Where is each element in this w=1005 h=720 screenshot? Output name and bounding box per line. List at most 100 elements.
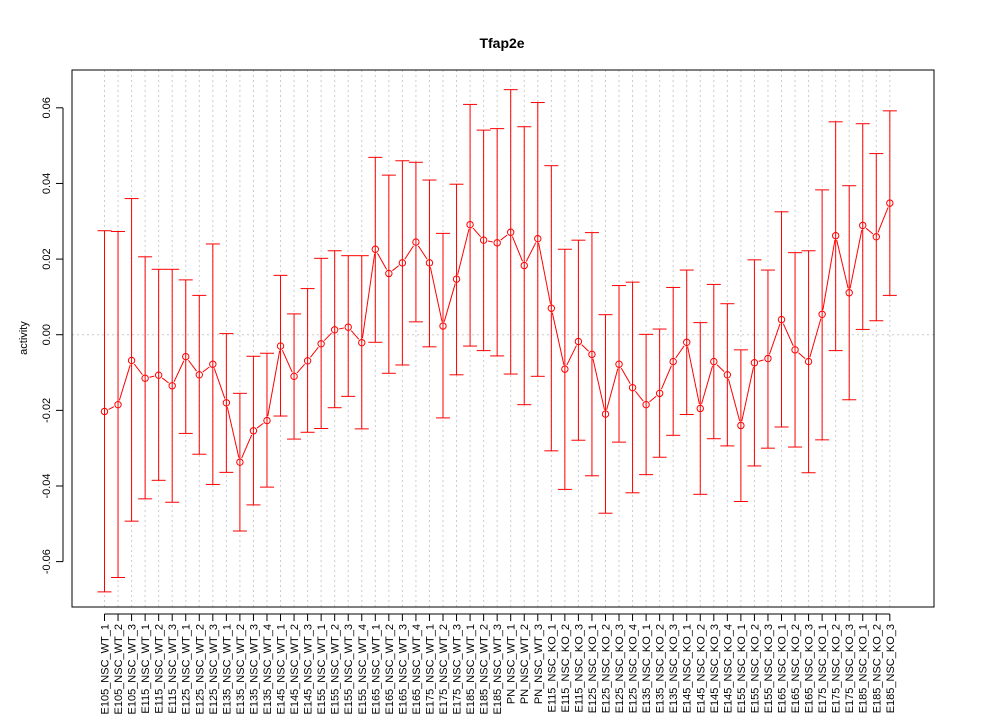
data-point bbox=[615, 360, 623, 368]
data-point bbox=[141, 374, 149, 382]
series-line-segment bbox=[281, 349, 293, 373]
x-tick-label: PN_NSC_WT_3 bbox=[533, 624, 545, 704]
x-tick-label: E155_NSC_WT_1 bbox=[316, 624, 328, 715]
x-tick-label: E185_NSC_WT_3 bbox=[492, 624, 504, 715]
x-tick-label: E155_NSC_KO_3 bbox=[763, 624, 775, 713]
x-tick-label: E175_NSC_KO_3 bbox=[844, 624, 856, 713]
x-tick-label: E125_NSC_KO_3 bbox=[614, 624, 626, 713]
series-line-segment bbox=[202, 366, 210, 373]
chart-title: Tfap2e bbox=[479, 35, 524, 51]
series-line-segment bbox=[809, 318, 822, 358]
series-line-segment bbox=[592, 358, 605, 410]
x-tick-label: E155_NSC_WT_2 bbox=[330, 624, 342, 715]
series-line-segment bbox=[500, 234, 508, 241]
data-point bbox=[831, 231, 840, 240]
x-tick-label: E165_NSC_WT_2 bbox=[384, 624, 396, 715]
x-tick-label: E175_NSC_WT_1 bbox=[424, 624, 436, 715]
data-point bbox=[290, 372, 298, 381]
axis-layer: -0.06 -0.04 -0.02 0.00 0.02 0.04 0.06 E105_NSC_… bbox=[41, 97, 897, 714]
x-tick-label: E165_NSC_WT_1 bbox=[370, 624, 382, 715]
series-line-segment bbox=[392, 265, 400, 272]
series-line-segment bbox=[716, 364, 725, 373]
series-line-segment bbox=[675, 345, 685, 359]
y-tick-label: -0.02 bbox=[41, 398, 53, 423]
series-line-segment bbox=[606, 368, 619, 410]
x-tick-label: E155_NSC_WT_4 bbox=[357, 624, 369, 715]
x-tick-label: E155_NSC_KO_2 bbox=[749, 624, 761, 713]
data-point bbox=[737, 421, 745, 430]
x-tick-label: E145_NSC_WT_1 bbox=[276, 624, 288, 715]
data-point bbox=[371, 245, 379, 253]
data-point bbox=[723, 371, 732, 379]
series-line-segment bbox=[822, 239, 836, 310]
series-line-segment bbox=[350, 330, 360, 340]
data-point bbox=[466, 220, 474, 229]
y-tick-label: 0.02 bbox=[41, 248, 53, 269]
data-point bbox=[425, 259, 434, 267]
series-line-segment bbox=[701, 365, 714, 405]
data-point bbox=[750, 359, 759, 367]
x-tick-label: E125_NSC_KO_4 bbox=[628, 624, 640, 713]
x-tick-label: E135_NSC_WT_3 bbox=[248, 624, 260, 715]
data-point bbox=[100, 407, 109, 416]
series-line-segment bbox=[173, 360, 185, 382]
series-line-segment bbox=[836, 239, 849, 289]
series-line-segment bbox=[443, 283, 456, 322]
data-point bbox=[452, 275, 461, 283]
series-line-segment bbox=[149, 375, 155, 378]
y-tick-label: 0.00 bbox=[41, 324, 53, 345]
series-line-segment bbox=[687, 346, 700, 405]
x-tick-label: E145_NSC_WT_3 bbox=[303, 624, 315, 715]
data-point bbox=[209, 360, 217, 368]
x-tick-label: E145_NSC_KO_2 bbox=[695, 624, 707, 713]
x-tick-label: E125_NSC_WT_3 bbox=[208, 624, 220, 715]
x-tick-label: E105_NSC_WT_3 bbox=[127, 624, 139, 715]
data-point bbox=[655, 389, 664, 398]
data-point bbox=[358, 338, 366, 347]
x-tick-label: E165_NSC_KO_3 bbox=[804, 624, 816, 713]
x-tick-label: PN_NSC_WT_1 bbox=[506, 624, 518, 704]
plot-frame bbox=[71, 69, 935, 608]
data-point bbox=[764, 354, 772, 363]
data-point bbox=[127, 356, 136, 365]
data-point bbox=[642, 400, 650, 409]
series-line-segment bbox=[877, 207, 889, 233]
series-line-segment bbox=[213, 368, 226, 399]
x-tick-label: E145_NSC_KO_4 bbox=[722, 624, 734, 713]
series-line-segment bbox=[525, 242, 537, 262]
x-tick-label: E175_NSC_KO_2 bbox=[831, 624, 843, 713]
x-tick-label: E105_NSC_WT_1 bbox=[100, 624, 112, 715]
x-tick-label: E115_NSC_KO_1 bbox=[546, 624, 558, 712]
series-line-segment bbox=[118, 364, 131, 401]
series-line-segment bbox=[188, 359, 197, 372]
data-point bbox=[263, 416, 271, 425]
series-line-segment bbox=[566, 345, 577, 366]
x-tick-label: E135_NSC_WT_2 bbox=[235, 624, 247, 715]
x-tick-label: E165_NSC_KO_1 bbox=[777, 624, 789, 713]
x-tick-label: E185_NSC_WT_2 bbox=[479, 624, 491, 715]
data-point bbox=[222, 399, 231, 407]
x-tick-label: PN_NSC_WT_2 bbox=[519, 624, 531, 704]
series-line-segment bbox=[417, 245, 428, 260]
data-point bbox=[777, 315, 786, 324]
data-point bbox=[385, 269, 393, 278]
x-tick-label: E175_NSC_KO_1 bbox=[817, 624, 829, 713]
data-point bbox=[547, 304, 556, 312]
data-point bbox=[859, 221, 867, 230]
data-point bbox=[574, 337, 583, 346]
series-line-segment bbox=[404, 245, 414, 260]
data-point bbox=[195, 371, 203, 379]
data-point bbox=[168, 382, 176, 390]
x-tick-label: E125_NSC_WT_1 bbox=[181, 624, 193, 715]
data-point bbox=[534, 234, 542, 243]
x-tick-label: E135_NSC_WT_1 bbox=[221, 624, 233, 715]
series-line-segment bbox=[741, 366, 754, 422]
data-point bbox=[182, 352, 190, 361]
x-tick-label: E135_NSC_WT_4 bbox=[262, 624, 274, 715]
x-tick-label: E145_NSC_KO_3 bbox=[709, 624, 721, 713]
series-line-segment bbox=[865, 227, 874, 235]
series-line-segment bbox=[551, 312, 565, 365]
series-line-segment bbox=[511, 236, 524, 262]
x-tick-label: E125_NSC_WT_2 bbox=[194, 624, 206, 715]
series-line-segment bbox=[660, 365, 672, 390]
